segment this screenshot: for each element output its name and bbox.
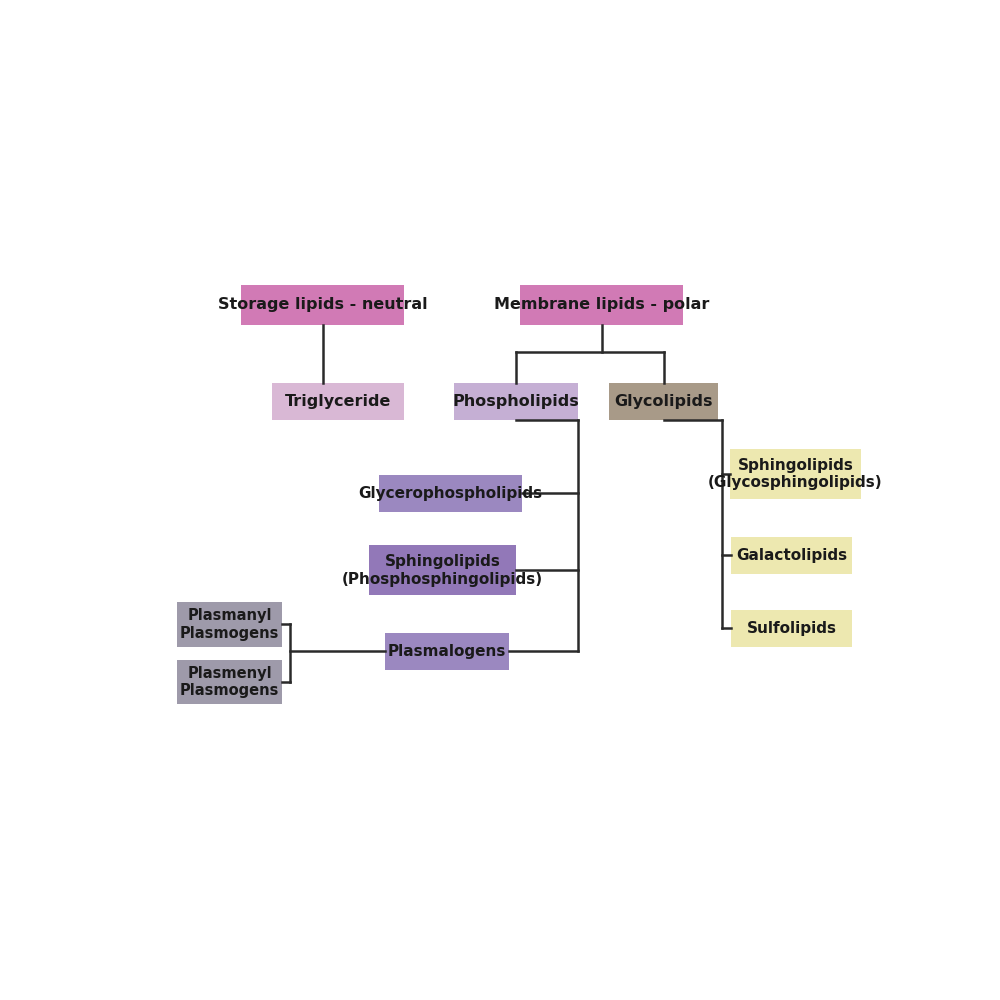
FancyBboxPatch shape (241, 285, 404, 325)
Text: Membrane lipids - polar: Membrane lipids - polar (494, 297, 709, 312)
Text: Glycolipids: Glycolipids (614, 394, 713, 409)
Text: Glycerophospholipids: Glycerophospholipids (358, 486, 543, 501)
FancyBboxPatch shape (454, 383, 578, 420)
Text: Sphingolipids
(Phosphosphingolipids): Sphingolipids (Phosphosphingolipids) (342, 554, 543, 587)
Text: Phospholipids: Phospholipids (453, 394, 580, 409)
Text: Galactolipids: Galactolipids (736, 548, 847, 563)
FancyBboxPatch shape (609, 383, 718, 420)
FancyBboxPatch shape (731, 610, 852, 647)
FancyBboxPatch shape (272, 383, 404, 420)
FancyBboxPatch shape (177, 602, 282, 647)
Text: Triglyceride: Triglyceride (285, 394, 391, 409)
Text: Storage lipids - neutral: Storage lipids - neutral (218, 297, 427, 312)
FancyBboxPatch shape (369, 545, 516, 595)
FancyBboxPatch shape (385, 633, 509, 670)
FancyBboxPatch shape (520, 285, 683, 325)
FancyBboxPatch shape (730, 449, 861, 499)
FancyBboxPatch shape (731, 537, 852, 574)
Text: Plasmenyl
Plasmogens: Plasmenyl Plasmogens (180, 666, 279, 698)
FancyBboxPatch shape (379, 475, 522, 512)
Text: Plasmalogens: Plasmalogens (387, 644, 506, 659)
FancyBboxPatch shape (177, 660, 282, 704)
Text: Sphingolipids
(Glycosphingolipids): Sphingolipids (Glycosphingolipids) (708, 458, 883, 490)
Text: Sulfolipids: Sulfolipids (746, 621, 836, 636)
Text: Plasmanyl
Plasmogens: Plasmanyl Plasmogens (180, 608, 279, 641)
